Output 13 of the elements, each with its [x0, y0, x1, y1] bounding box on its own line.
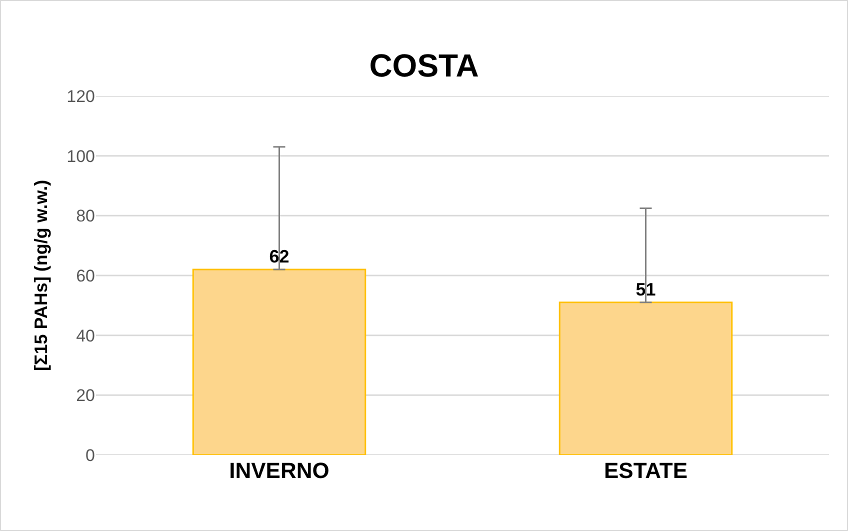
x-tick-label: ESTATE	[604, 458, 688, 483]
chart-title: COSTA	[369, 47, 479, 84]
data-label: 62	[269, 246, 290, 267]
y-tick-label: 0	[86, 446, 95, 465]
y-tick-label: 20	[76, 386, 95, 406]
y-tick-label: 80	[76, 206, 95, 226]
data-label: 51	[636, 279, 656, 300]
y-tick-label: 40	[76, 326, 95, 346]
x-tick-label: INVERNO	[229, 458, 330, 483]
y-axis-title: [Σ15 PAHs] (ng/g w.w.)	[30, 180, 51, 372]
y-tick-label: 120	[66, 86, 95, 106]
y-tick-label: 100	[66, 146, 95, 166]
y-tick-label: 60	[76, 266, 95, 286]
